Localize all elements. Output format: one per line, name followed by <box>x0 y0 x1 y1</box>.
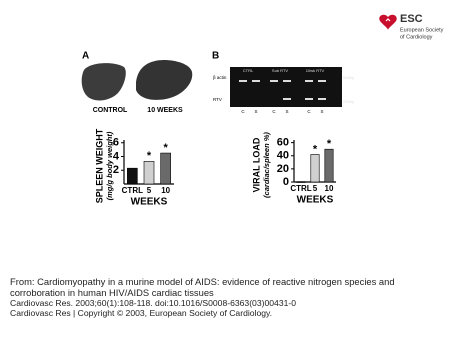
lane-label: S <box>254 109 257 114</box>
gel-row: RTV <box>213 97 222 102</box>
x-tick-label: 5 <box>313 184 318 193</box>
significance-mark: * <box>313 143 318 155</box>
y-tick-label: 2 <box>113 164 119 176</box>
logo-heart <box>379 14 397 30</box>
spleen-image <box>81 63 126 101</box>
y-tick-label: 20 <box>277 163 289 175</box>
gel-row: β actin <box>213 75 227 80</box>
y-tick-label: 4 <box>113 150 120 162</box>
gel-group: CTRL <box>243 68 254 73</box>
x-tick-label: 10 <box>325 184 334 193</box>
logo-mark <box>385 18 391 22</box>
x-tick-label: CTRL <box>122 186 143 195</box>
gel-group: 10wk RTV <box>306 68 325 73</box>
lane-label: S <box>285 109 288 114</box>
y-axis-units: (mg/g body weight) <box>105 131 114 200</box>
panel-letter: A <box>82 51 89 62</box>
image-label: CONTROL <box>93 107 128 114</box>
y-tick-label: 6 <box>113 137 119 149</box>
lane-label: C <box>272 109 276 114</box>
bar <box>324 148 334 183</box>
y-axis-title: SPLEEN WEIGHT <box>94 128 104 203</box>
gel-size: 500bp <box>343 75 355 80</box>
bar <box>127 167 138 185</box>
x-tick-label: 5 <box>147 186 152 195</box>
logo-line: of Cardiology <box>400 34 433 40</box>
gel-labels: CTRL Sub RTV 10wk RTV 500bp 220bp <box>243 68 355 104</box>
gel-image <box>230 67 342 107</box>
bar <box>310 154 320 183</box>
x-tick-label: CTRL <box>290 184 311 193</box>
y-tick-label: 60 <box>277 137 289 149</box>
lane-label: C <box>241 109 245 114</box>
spleen-image <box>136 60 193 100</box>
bar <box>160 152 171 185</box>
gel-size: 220bp <box>343 99 355 104</box>
logo-line: European Society <box>400 27 444 33</box>
caption-citation: Cardiovasc Res. 2003;60(1):108-118. doi:… <box>10 298 297 308</box>
caption-copyright: Cardiovasc Res | Copyright © 2003, Europ… <box>10 308 273 318</box>
bar <box>296 181 306 183</box>
x-axis-title: WEEKS <box>131 197 168 208</box>
logo-abbr: ESC <box>400 13 423 25</box>
significance-mark: * <box>327 138 332 150</box>
caption-from: From: Cardiomyopathy in a murine model o… <box>10 276 395 298</box>
y-axis-title: VIRAL LOAD <box>251 137 261 192</box>
significance-mark: * <box>164 142 169 154</box>
gel-group: Sub RTV <box>272 68 288 73</box>
significance-mark: * <box>147 150 152 162</box>
image-label: 10 WEEKS <box>147 107 183 114</box>
x-tick-label: 10 <box>161 186 170 195</box>
y-axis-units: (cardiac/spleen %) <box>262 132 271 198</box>
gel-bands <box>239 80 326 100</box>
panel-letter: B <box>212 51 219 62</box>
caption: From: Cardiomyopathy in a murine model o… <box>10 276 446 318</box>
lane-label: S <box>320 109 323 114</box>
x-axis-title: WEEKS <box>297 195 334 206</box>
bar <box>143 161 155 185</box>
lane-label: C <box>307 109 311 114</box>
y-tick-label: 0 <box>283 176 289 188</box>
y-tick-label: 40 <box>277 150 289 162</box>
